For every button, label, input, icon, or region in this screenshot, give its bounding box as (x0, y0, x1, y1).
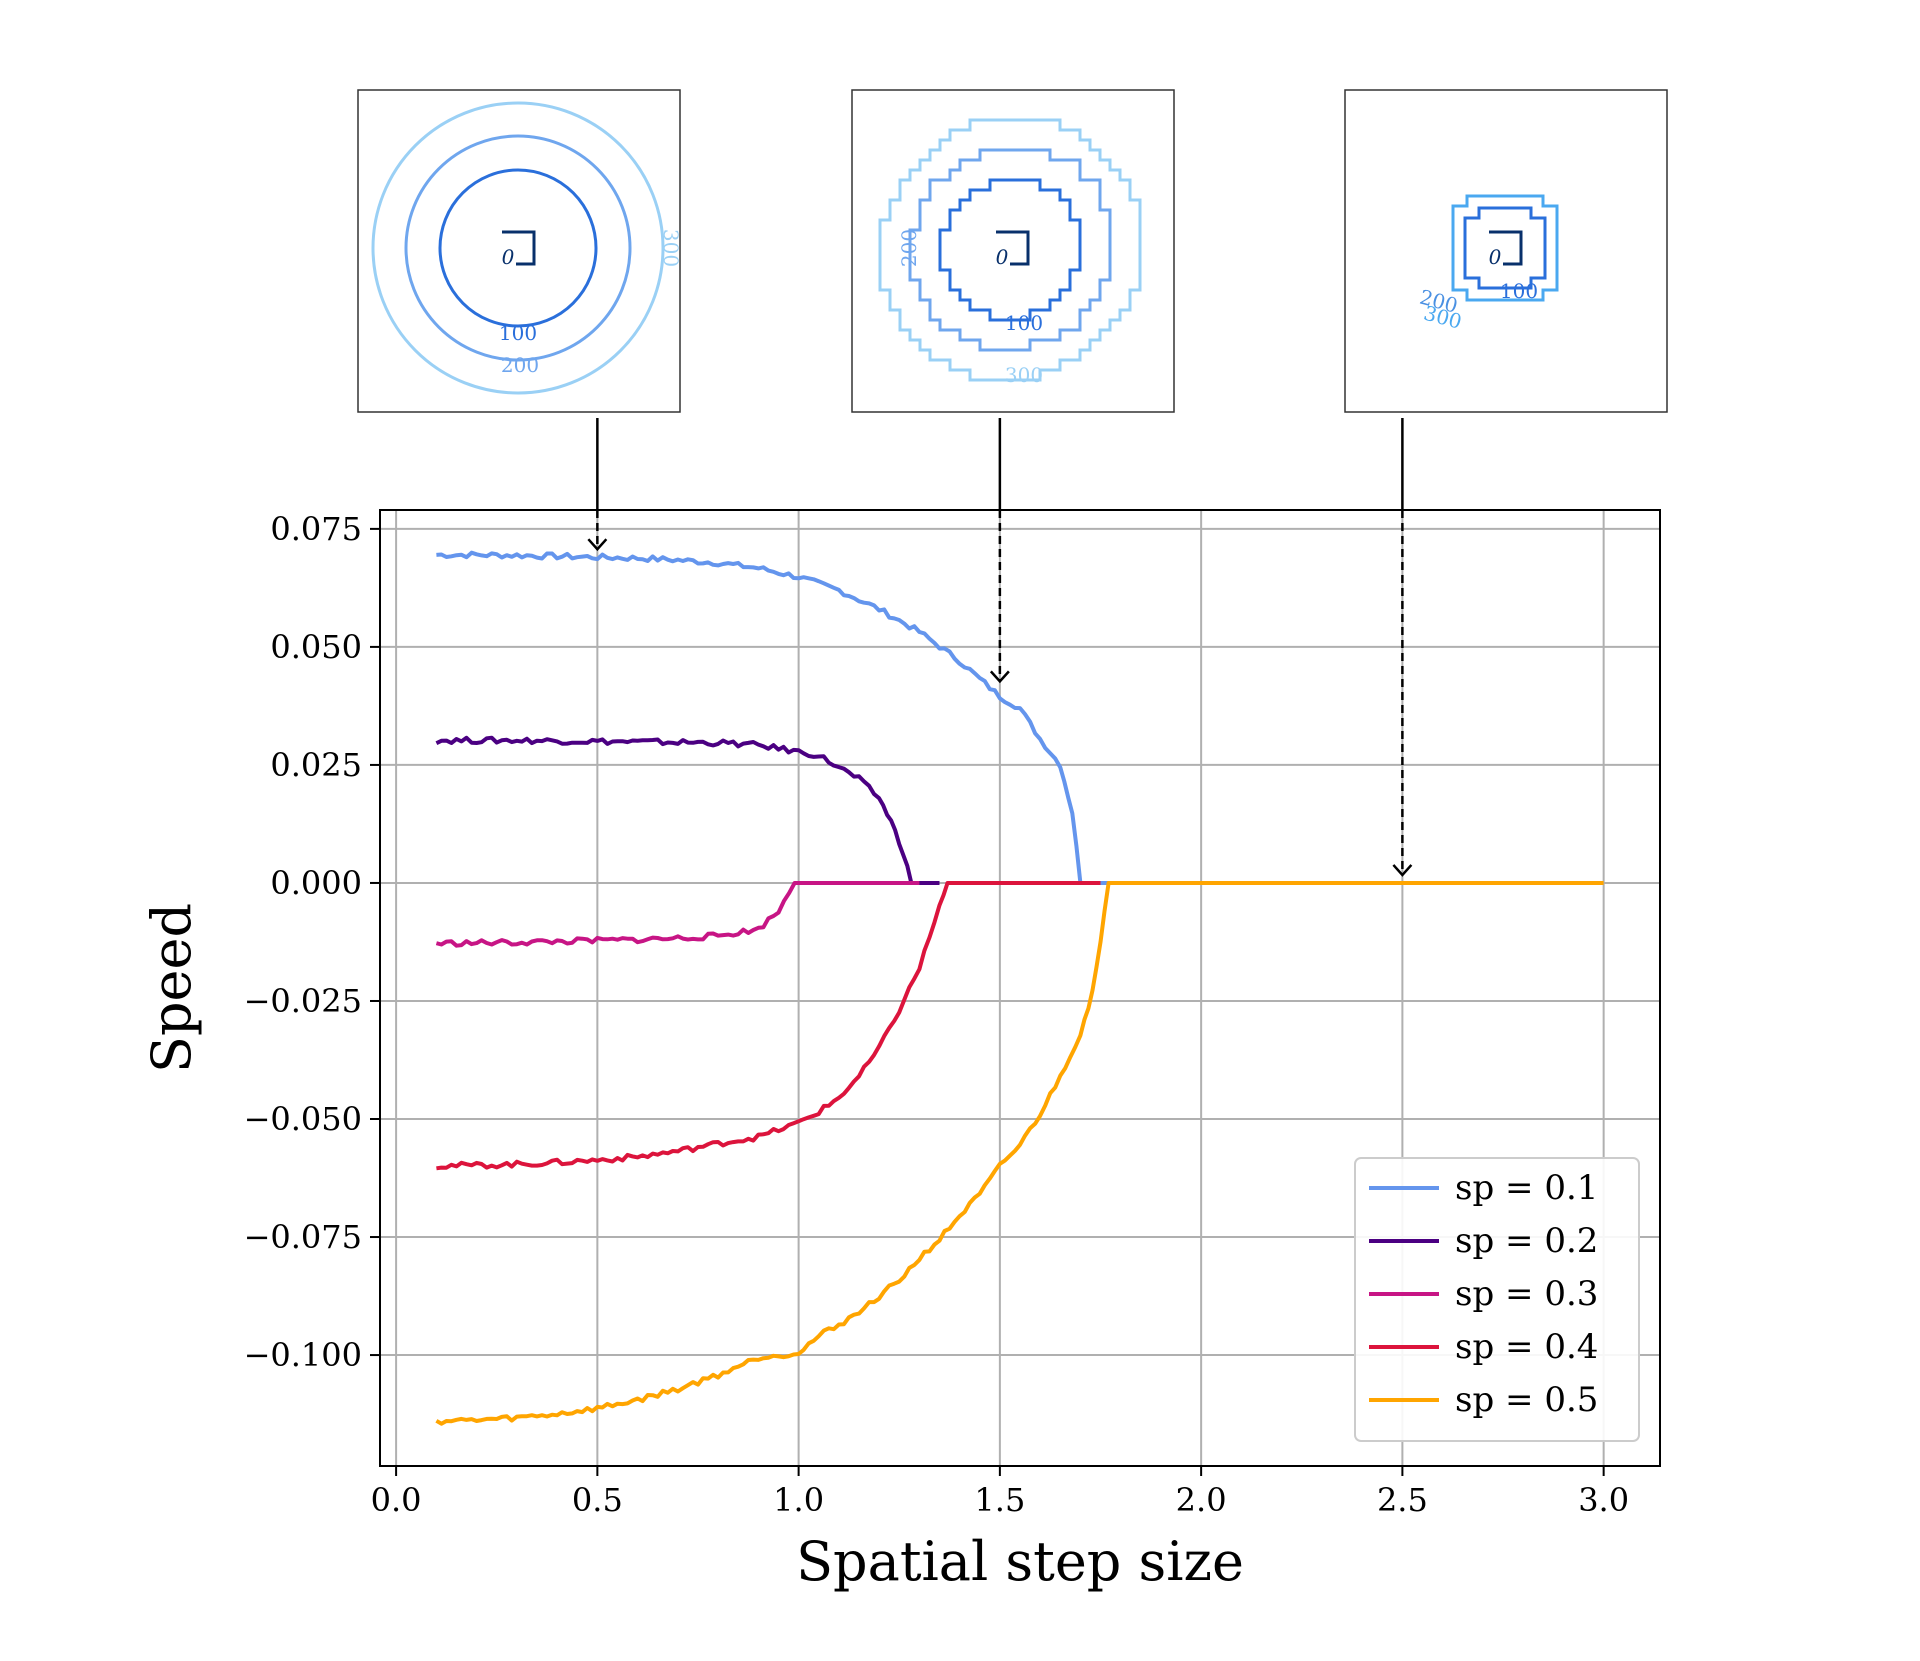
legend-label: sp = 0.4 (1455, 1327, 1598, 1367)
contour-level-0 (996, 230, 1030, 266)
contour-label: 100 (499, 321, 537, 345)
y-tick-label: 0.075 (270, 510, 362, 548)
x-axis-ticks: 0.0 0.5 1.0 1.5 2.0 2.5 3.0 (371, 1466, 1629, 1519)
x-axis-label: Spatial step size (796, 1530, 1244, 1593)
contour-level-0 (1489, 230, 1523, 266)
legend: sp = 0.1 sp = 0.2 sp = 0.3 sp = 0.4 sp = 0.5 (1354, 1157, 1640, 1442)
inset-frame (851, 89, 1175, 413)
series-line-5 (435, 881, 1604, 1426)
legend-label: sp = 0.2 (1455, 1221, 1598, 1261)
x-tick-label: 2.5 (1377, 1481, 1428, 1519)
contour-level-300 (371, 101, 665, 395)
contour-label: 200 (897, 229, 921, 267)
legend-label: sp = 0.5 (1455, 1380, 1598, 1420)
series-lines (435, 550, 1604, 1426)
contour-label: 100 (1005, 311, 1043, 335)
annotation-arrows (587, 418, 1413, 877)
y-tick-label: 0.000 (270, 864, 362, 902)
y-axis-label: Speed (140, 903, 203, 1073)
contour-level-200 (908, 148, 1112, 352)
x-tick-label: 1.5 (974, 1481, 1025, 1519)
legend-label: sp = 0.3 (1455, 1274, 1598, 1314)
y-tick-label: −0.050 (244, 1100, 362, 1138)
series-line-3 (435, 881, 920, 948)
inset-frame (357, 89, 681, 413)
contour-label: 0 (1489, 245, 1502, 269)
series-line-1 (436, 550, 1121, 885)
y-axis-ticks: 0.075 0.050 0.025 0.000 −0.025 −0.050 −0.075 −0… (244, 510, 380, 1374)
plot-area: 0.0 0.5 1.0 1.5 2.0 2.5 3.0 0.0750.0500.0250.0… (244, 418, 1661, 1519)
series-line-2 (435, 735, 940, 885)
contour-level-0 (502, 230, 536, 266)
y-tick-label: 0.025 (270, 746, 362, 784)
contour-level-100 (1463, 206, 1547, 290)
contour-label: 200 (501, 353, 539, 377)
y-tick-label: −0.075 (244, 1218, 362, 1256)
contour-label: 300 (1005, 363, 1043, 387)
inset-panel-2: 0 100 200 300 (851, 89, 1175, 413)
axes-frame (379, 509, 1661, 1467)
x-tick-label: 1.0 (773, 1481, 824, 1519)
series-line-4 (436, 881, 1101, 1171)
x-tick-label: 3.0 (1578, 1481, 1629, 1519)
inset-frame (1344, 89, 1668, 413)
contour-level-300 (1451, 194, 1559, 302)
legend-box (1354, 1157, 1640, 1442)
contour-level-300 (878, 118, 1142, 382)
contour-level-100 (438, 168, 598, 328)
legend-label: sp = 0.1 (1455, 1168, 1598, 1208)
contour-label: 0 (996, 245, 1009, 269)
x-tick-label: 2.0 (1176, 1481, 1227, 1519)
y-tick-label: −0.025 (244, 982, 362, 1020)
y-tick-label: 0.050 (270, 628, 362, 666)
y-tick-label: −0.100 (244, 1336, 362, 1374)
contour-level-200 (404, 134, 632, 362)
contour-label: 300 (659, 229, 683, 267)
contour-label: 0 (502, 245, 515, 269)
x-tick-label: 0.5 (572, 1481, 623, 1519)
x-tick-label: 0.0 (371, 1481, 422, 1519)
arrow-head (587, 538, 608, 552)
arrow-head (989, 670, 1010, 684)
inset-panel-1: 0 100 200 300 (357, 89, 683, 413)
arrow-head (1392, 864, 1413, 877)
contour-level-100 (938, 178, 1082, 322)
